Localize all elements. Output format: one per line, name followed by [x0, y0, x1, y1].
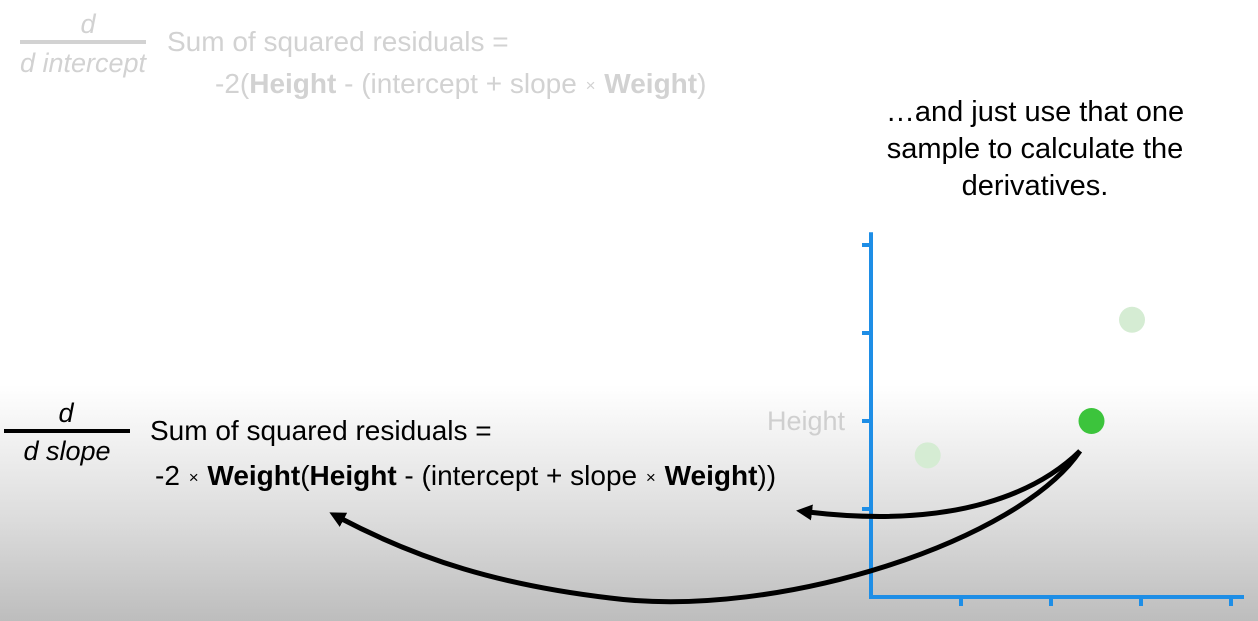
- slope-fraction-bar: [4, 429, 130, 433]
- intercept-frac-denominator: d intercept: [19, 48, 147, 78]
- arrow-to-slope-equation-end: [796, 449, 1082, 521]
- slope-derivative-line2: -2 × Weight(Height - (intercept + slope …: [155, 460, 777, 491]
- slope-derivative-line1: Sum of squared residuals =: [150, 415, 492, 446]
- chart-layer: Height: [767, 232, 1244, 606]
- data-point-3: [1119, 306, 1145, 333]
- caption-line-3: derivatives.: [961, 170, 1109, 202]
- arrow-layer: [329, 449, 1083, 605]
- caption-line-1: …and just use that one: [885, 96, 1185, 128]
- data-point-1: [914, 442, 941, 469]
- intercept-derivative-line1: Sum of squared residuals =: [167, 26, 509, 57]
- arrow-to-slope-weight: [329, 449, 1083, 605]
- intercept-derivative-line2: -2(Height - (intercept + slope × Weight): [215, 68, 707, 99]
- intercept-fraction-bar: [20, 40, 146, 44]
- selected-sample-point: [1078, 408, 1105, 434]
- slope-frac-denominator: d slope: [23, 436, 111, 466]
- slope-frac-numerator: d: [58, 398, 74, 428]
- intercept-frac-numerator: d: [80, 9, 96, 39]
- caption: …and just use that one sample to calcula…: [870, 94, 1200, 205]
- caption-line-2: sample to calculate the: [886, 133, 1184, 165]
- y-axis-label: Height: [767, 406, 846, 436]
